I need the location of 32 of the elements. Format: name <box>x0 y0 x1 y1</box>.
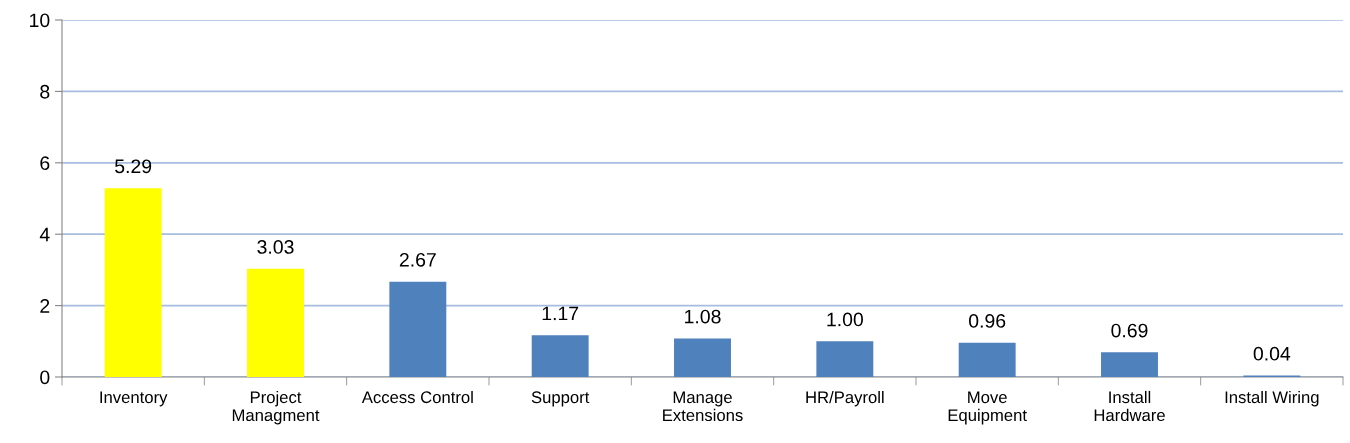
bar <box>389 281 447 377</box>
data-label: 0.69 <box>1111 323 1148 338</box>
data-label: 1.17 <box>542 306 579 321</box>
y-tick-label: 6 <box>40 156 50 171</box>
x-tick-label: Access Control <box>361 390 473 404</box>
bar <box>247 268 304 377</box>
x-tick-label: Inventory <box>100 391 168 407</box>
y-tick-label: 10 <box>30 13 50 28</box>
y-tick-label: 0 <box>40 370 50 385</box>
bar <box>958 342 1016 377</box>
bar <box>816 341 874 377</box>
x-tick-label: Install Hardware <box>1094 390 1165 422</box>
bar <box>104 188 162 377</box>
x-tick-label: Move Equipment <box>948 391 1027 425</box>
x-tick-label: HR/Payroll <box>806 390 884 407</box>
bar <box>674 338 731 377</box>
bar <box>531 335 589 377</box>
data-label: 1.00 <box>827 312 863 327</box>
bar <box>1101 352 1158 377</box>
x-tick-label: Support <box>531 391 590 407</box>
data-label: 0.04 <box>1253 346 1291 361</box>
y-tick-label: 8 <box>40 84 50 99</box>
x-tick-label: Project Managment <box>232 390 320 425</box>
data-label: 3.03 <box>257 240 294 254</box>
x-tick-label: Manage Extensions <box>663 391 743 422</box>
y-tick-label: 4 <box>39 227 50 242</box>
data-label: 0.96 <box>969 314 1006 328</box>
y-tick-label: 2 <box>40 299 50 313</box>
data-label: 1.08 <box>685 309 721 324</box>
data-label: 5.29 <box>115 159 152 174</box>
x-tick-label: Install Wiring <box>1225 390 1319 407</box>
data-label: 2.67 <box>399 252 436 267</box>
